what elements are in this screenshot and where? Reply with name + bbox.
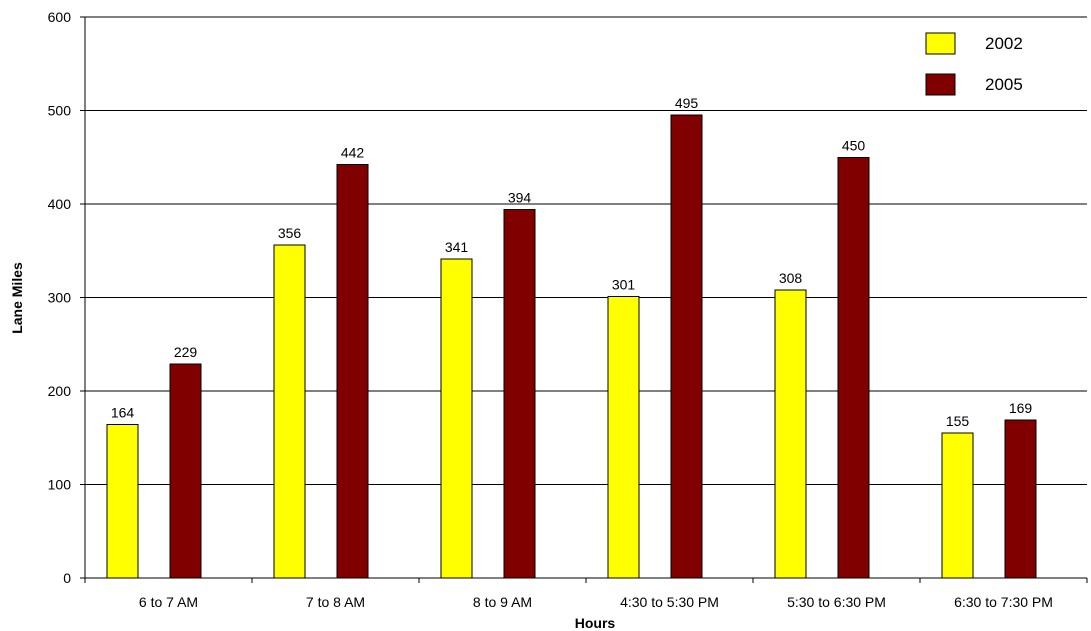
x-tick-label: 5:30 to 6:30 PM — [787, 594, 886, 610]
y-tick-label: 0 — [63, 570, 71, 586]
y-axis-ticks: 0 100 200 300 400 500 600 — [48, 9, 85, 586]
legend-label-2002: 2002 — [985, 34, 1023, 53]
bar-2005-2 — [503, 209, 536, 579]
x-tick-label: 4:30 to 5:30 PM — [620, 594, 719, 610]
bar-2002-2 — [440, 258, 473, 579]
data-label: 308 — [779, 270, 803, 286]
bar-2002-3 — [607, 296, 640, 579]
data-label: 301 — [612, 277, 636, 293]
bar-2005-4 — [837, 156, 870, 579]
bars — [106, 114, 1037, 579]
bar-2002-5 — [941, 432, 974, 579]
legend: 2002 2005 — [925, 32, 1023, 96]
y-tick-label: 100 — [48, 477, 72, 493]
x-tick-label: 6:30 to 7:30 PM — [954, 594, 1053, 610]
data-label: 495 — [675, 95, 699, 111]
x-axis-ticks: 6 to 7 AM 7 to 8 AM 8 to 9 AM 4:30 to 5:30 … — [84, 578, 1088, 610]
data-label: 169 — [1009, 400, 1033, 416]
y-tick-label: 400 — [48, 196, 72, 212]
data-label: 442 — [341, 145, 365, 161]
bar-2005-0 — [169, 363, 202, 579]
bar-2005-1 — [336, 164, 369, 579]
x-tick-label: 6 to 7 AM — [139, 594, 198, 610]
data-label: 450 — [842, 137, 866, 153]
bar-2002-0 — [106, 424, 139, 579]
gridlines — [85, 16, 1087, 485]
data-label: 394 — [508, 190, 532, 206]
data-label: 155 — [946, 413, 970, 429]
y-tick-label: 300 — [48, 290, 72, 306]
data-label: 356 — [278, 225, 302, 241]
bar-2005-5 — [1004, 419, 1037, 579]
x-axis-title: Hours — [575, 615, 616, 631]
legend-swatch-2002 — [925, 32, 956, 55]
x-tick-label: 7 to 8 AM — [306, 594, 365, 610]
y-tick-label: 200 — [48, 383, 72, 399]
y-axis-title: Lane Miles — [9, 262, 25, 334]
data-label: 164 — [111, 405, 135, 421]
legend-swatch-2005 — [925, 73, 956, 96]
x-tick-label: 8 to 9 AM — [473, 594, 532, 610]
data-label: 341 — [445, 239, 469, 255]
bar-2005-3 — [670, 114, 703, 579]
y-tick-label: 500 — [48, 103, 72, 119]
bar-2002-1 — [273, 244, 306, 579]
bar-2002-4 — [774, 289, 807, 579]
data-label: 229 — [174, 344, 198, 360]
legend-label-2005: 2005 — [985, 75, 1023, 94]
y-tick-label: 600 — [48, 9, 72, 25]
data-labels: 164 229 356 442 341 394 301 495 308 450 155 169 — [111, 95, 1033, 429]
